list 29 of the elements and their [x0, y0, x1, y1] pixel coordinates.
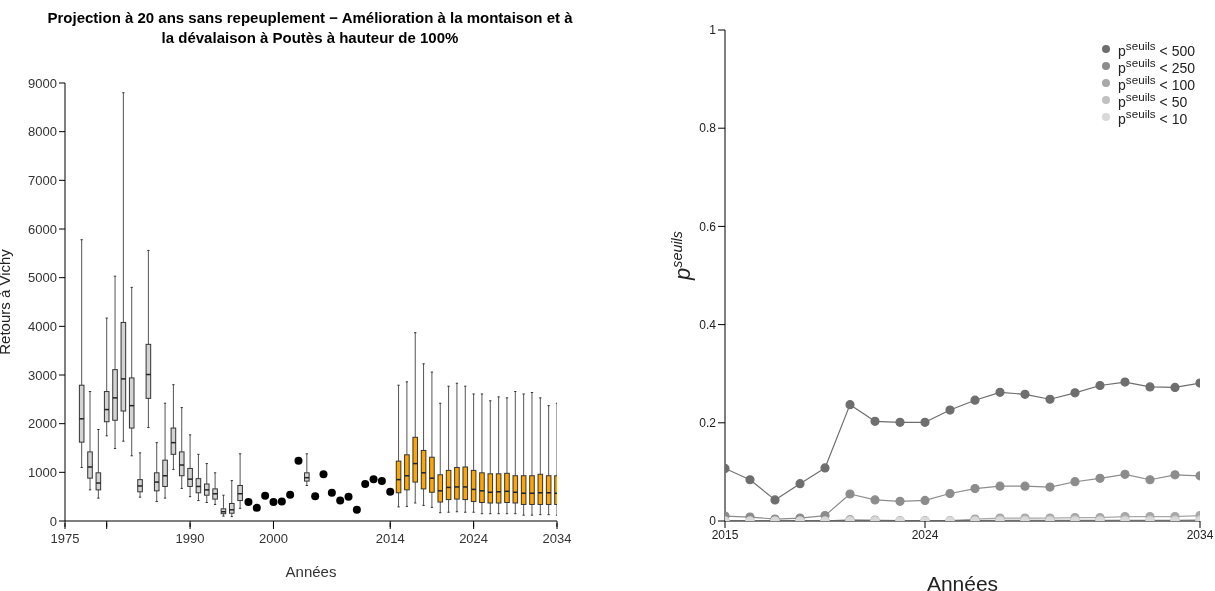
- y-tick-label: 1: [709, 23, 717, 38]
- y-tick-label: 9000: [28, 75, 57, 91]
- x-tick-label: 1990: [175, 531, 205, 546]
- y-tick-label: 0.4: [699, 317, 717, 332]
- x-tick-label: 2024: [911, 527, 939, 542]
- y-tick-label: 5000: [28, 270, 57, 286]
- y-axis-title: Retours à Vichy: [0, 248, 14, 355]
- x-tick-label: 2034: [542, 531, 572, 546]
- y-tick-label: 7000: [28, 172, 57, 188]
- y-tick-label: 0.8: [699, 121, 717, 136]
- y-tick-label: 0.6: [699, 219, 717, 234]
- x-axis-title: Années: [926, 572, 999, 591]
- x-tick-label: 2000: [259, 531, 288, 546]
- y-tick-label: 6000: [28, 221, 57, 237]
- y-tick-label: 1000: [28, 464, 57, 480]
- x-tick-label: 2034: [1186, 527, 1214, 542]
- y-tick-label: 0: [709, 514, 717, 529]
- y-tick-label: 8000: [28, 124, 57, 140]
- x-tick-label: 1975: [50, 531, 80, 546]
- chart-title: Projection à 20 ans sans repeuplement − Amélioration à la montaison et à la dévalaison à Poutès à hauteur de 100%: [46, 8, 574, 48]
- x-tick-label: 2024: [459, 531, 489, 546]
- x-axis-title: Années: [285, 563, 337, 580]
- y-tick-label: 3000: [28, 367, 57, 383]
- y-tick-label: 0: [49, 513, 57, 529]
- x-tick-label: 2014: [375, 531, 405, 546]
- y-tick-label: 0.2: [699, 416, 717, 431]
- y-tick-label: 4000: [28, 318, 57, 334]
- x-tick-label: 2015: [711, 527, 739, 542]
- y-tick-label: 2000: [28, 416, 57, 432]
